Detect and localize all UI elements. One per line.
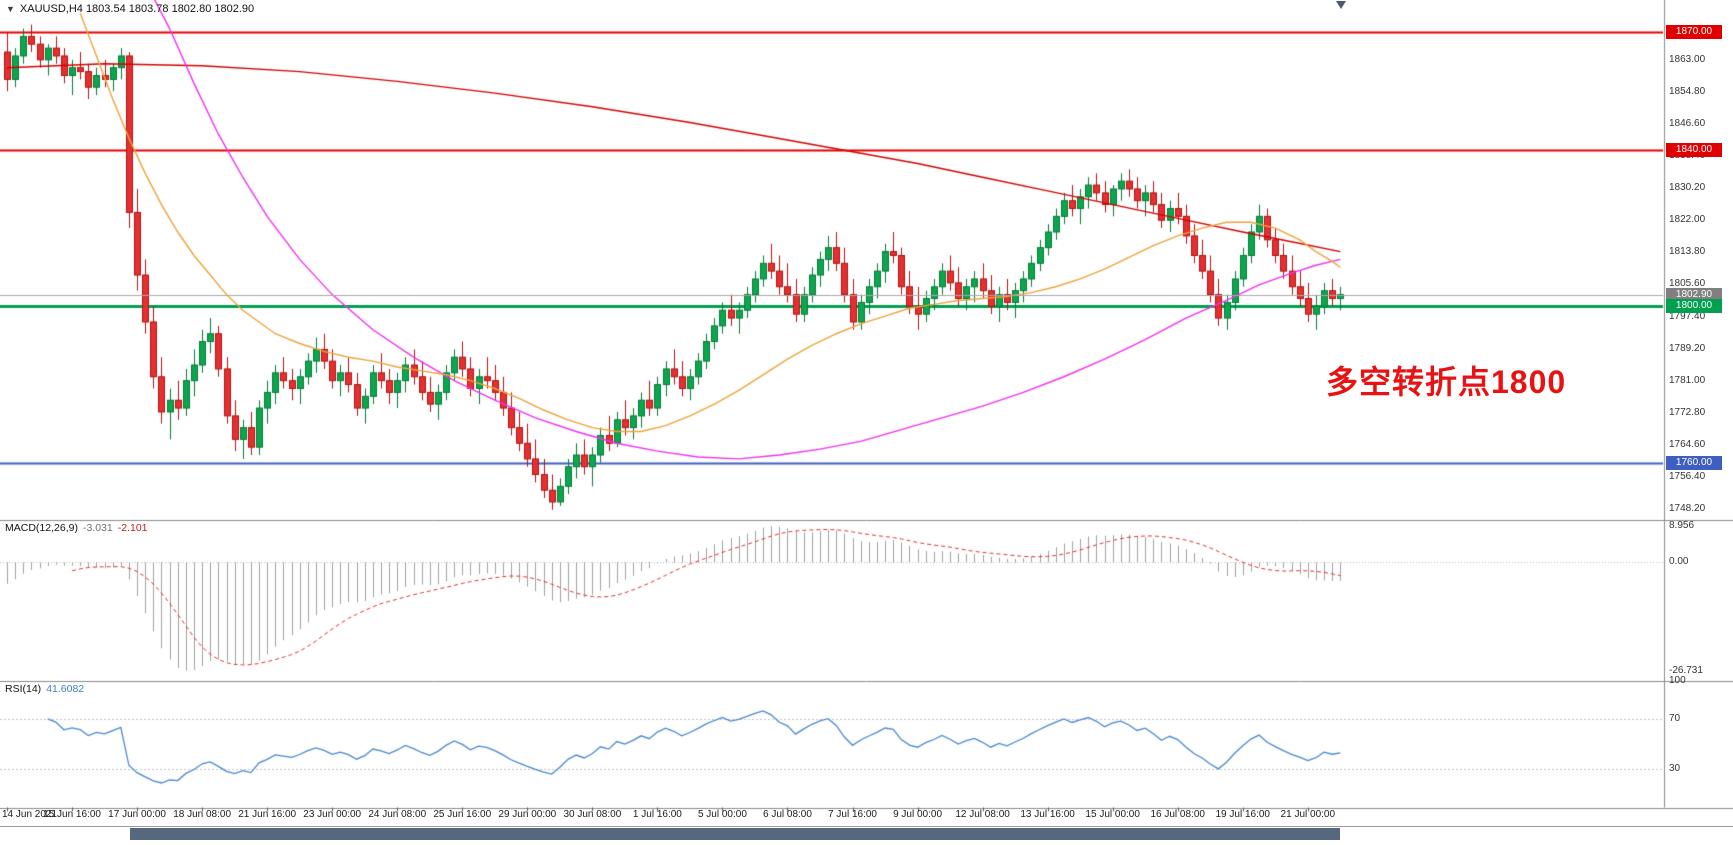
symbol-header[interactable]: ▼ XAUUSD,H4 1803.54 1803.78 1802.80 1802… <box>6 3 254 15</box>
scrollbar-thumb[interactable] <box>130 828 1340 840</box>
date-label: 21 Jul 00:00 <box>1280 809 1336 820</box>
price-axis-label: 1772.80 <box>1669 406 1706 418</box>
date-label: 30 Jun 08:00 <box>563 809 622 820</box>
price-axis-label: 1756.40 <box>1669 470 1706 482</box>
date-label: 19 Jul 16:00 <box>1215 809 1271 820</box>
price-badge: 1870.00 <box>1666 25 1722 40</box>
date-label: 13 Jul 16:00 <box>1020 809 1075 820</box>
date-label: 15 Jun 16:00 <box>43 809 101 820</box>
chevron-down-icon[interactable]: ▼ <box>6 3 15 14</box>
price-badge: 1802.90 <box>1666 287 1722 302</box>
rsi-axis-label: 70 <box>1669 712 1681 724</box>
macd-main-value: -3.031 <box>82 522 113 534</box>
date-label: 24 Jun 08:00 <box>368 809 427 820</box>
price-badge: 1840.00 <box>1666 142 1722 157</box>
price-badge: 1760.00 <box>1666 455 1722 470</box>
rsi-indicator-name: RSI(14) <box>5 683 42 695</box>
symbol-ohlc-text: XAUUSD,H4 1803.54 1803.78 1802.80 1802.9… <box>19 3 255 15</box>
macd-axis-label: -26.731 <box>1669 664 1703 676</box>
horizontal-scrollbar[interactable] <box>0 826 1733 842</box>
macd-signal-value: -2.101 <box>117 522 148 534</box>
date-label: 7 Jul 16:00 <box>828 809 877 820</box>
date-label: 23 Jun 00:00 <box>303 809 362 820</box>
annotation-text: 多空转折点1800 <box>1326 364 1567 400</box>
price-axis-label: 1781.00 <box>1669 374 1706 386</box>
price-axis-label: 1813.80 <box>1669 246 1706 258</box>
chart-shift-marker[interactable] <box>1336 1 1346 9</box>
date-label: 12 Jul 08:00 <box>955 809 1010 820</box>
rsi-indicator-label: RSI(14) 41.6082 <box>5 683 89 695</box>
macd-indicator-name: MACD(12,26,9) <box>5 522 78 534</box>
price-axis-label: 1846.60 <box>1669 118 1706 130</box>
price-axis-label: 1797.40 <box>1669 310 1706 322</box>
date-label: 17 Jun 00:00 <box>108 809 166 820</box>
rsi-axis-label: 30 <box>1669 763 1681 775</box>
date-label: 9 Jul 00:00 <box>893 809 943 820</box>
price-axis-label: 1764.60 <box>1669 438 1706 450</box>
price-axis-label: 1789.20 <box>1669 342 1706 354</box>
price-axis-label: 1863.00 <box>1669 53 1706 65</box>
date-label: 6 Jul 08:00 <box>763 809 812 820</box>
date-label: 14 Jun 2021 <box>2 809 58 820</box>
rsi-value: 41.6082 <box>46 683 85 695</box>
macd-axis-label: 0.00 <box>1669 556 1689 568</box>
macd-indicator-label: MACD(12,26,9) -3.031 -2.101 <box>5 522 153 534</box>
price-axis-label: 1822.00 <box>1669 214 1706 226</box>
date-label: 1 Jul 16:00 <box>632 809 682 820</box>
date-label: 29 Jun 00:00 <box>498 809 557 820</box>
date-label: 5 Jul 00:00 <box>697 809 747 820</box>
price-axis-label: 1854.80 <box>1669 85 1706 97</box>
price-axis-label: 1748.20 <box>1669 503 1706 514</box>
price-axis-label: 1830.20 <box>1669 182 1706 194</box>
macd-axis-label: 8.956 <box>1669 520 1695 532</box>
rsi-axis-label: 100 <box>1669 675 1686 686</box>
date-label: 15 Jul 00:00 <box>1085 809 1140 820</box>
date-label: 25 Jun 16:00 <box>433 809 492 820</box>
date-label: 21 Jun 16:00 <box>238 809 297 820</box>
date-label: 16 Jul 08:00 <box>1150 809 1205 820</box>
price-axis-label: 1805.60 <box>1669 278 1706 290</box>
date-label: 18 Jun 08:00 <box>173 809 232 820</box>
price-badge: 1800.00 <box>1666 299 1722 314</box>
